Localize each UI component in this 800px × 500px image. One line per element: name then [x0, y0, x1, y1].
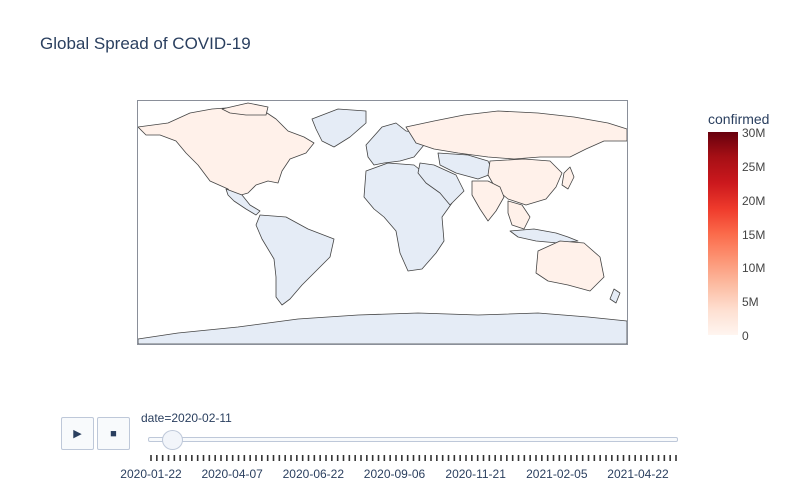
slider-tick-label[interactable]: 2020-09-06	[363, 467, 426, 481]
country-india[interactable]	[471, 180, 505, 222]
world-map[interactable]	[137, 100, 628, 345]
country-south-america[interactable]	[255, 214, 335, 306]
country-central-america[interactable]	[225, 188, 261, 216]
slider-current-value: date=2020-02-11	[141, 411, 232, 425]
country-antarctica[interactable]	[138, 312, 627, 344]
country-central-asia[interactable]	[437, 152, 495, 180]
country-new-zealand[interactable]	[609, 288, 621, 304]
colorbar-tick-label: 0	[742, 329, 749, 343]
slider-tick-label[interactable]: 2020-01-22	[120, 467, 182, 481]
slider-tick-label[interactable]: 2021-04-22	[607, 467, 669, 481]
chart-title: Global Spread of COVID-19	[40, 34, 251, 53]
country-canadian-arctic-islands[interactable]	[221, 102, 269, 116]
country-middle-east[interactable]	[417, 162, 465, 206]
country-russia[interactable]	[405, 110, 627, 160]
slider-tick-label[interactable]: 2021-02-05	[526, 467, 588, 481]
country-greenland[interactable]	[311, 108, 367, 148]
country-indonesia[interactable]	[509, 228, 579, 244]
colorbar	[708, 132, 738, 335]
slider-tick-label[interactable]: 2020-11-21	[445, 467, 506, 481]
slider-ticks	[150, 455, 677, 461]
colorbar-tick-label: 10M	[742, 261, 766, 276]
country-australia[interactable]	[535, 240, 605, 292]
country-north-america[interactable]	[138, 106, 315, 198]
slider-handle[interactable]	[162, 430, 184, 450]
colorbar-tick-label: 20M	[742, 193, 766, 208]
country-europe[interactable]	[365, 122, 425, 166]
colorbar-tick-label: 25M	[742, 159, 766, 174]
slider-tick-label[interactable]: 2020-06-22	[282, 467, 345, 481]
stop-button[interactable]: ■	[97, 417, 130, 450]
slider-tick-label[interactable]: 2020-04-07	[201, 467, 263, 481]
colorbar-title: confirmed	[708, 111, 770, 127]
country-southeast-asia[interactable]	[507, 200, 531, 230]
colorbar-tick-label: 5M	[742, 295, 759, 310]
play-button[interactable]: ▶	[61, 417, 94, 450]
colorbar-tick-label: 15M	[742, 227, 766, 242]
map-svg	[138, 102, 627, 344]
country-japan[interactable]	[561, 166, 575, 190]
colorbar-tick-label: 30M	[742, 126, 766, 140]
slider-track[interactable]	[148, 437, 678, 442]
